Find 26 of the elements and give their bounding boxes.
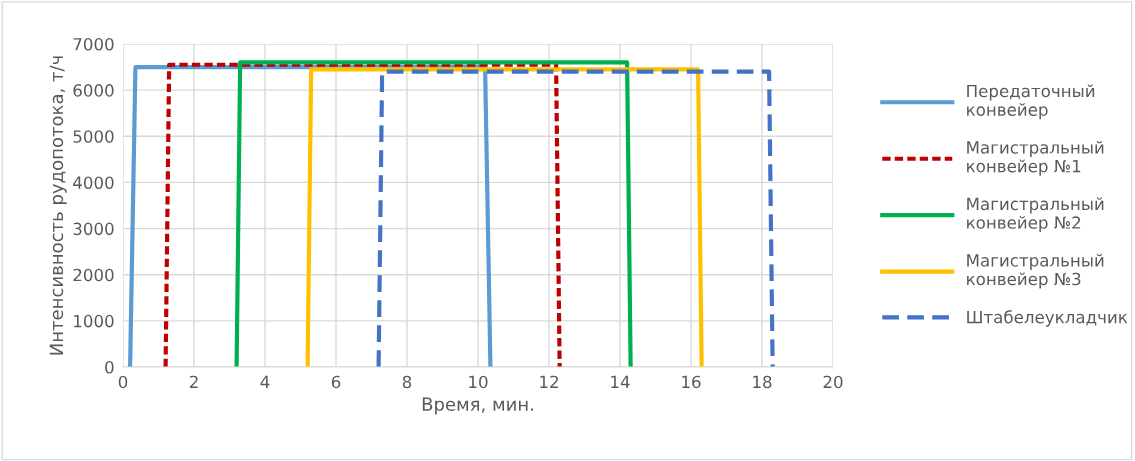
x-tick-label: 10 — [469, 375, 488, 389]
y-axis-title: Интенсивность рудопотока, т/ч — [49, 56, 67, 355]
y-tick-label: 0 — [105, 360, 114, 374]
x-axis-title: Время, мин. — [422, 397, 533, 415]
x-tick-label: 0 — [118, 375, 128, 389]
y-tick-label: 1000 — [74, 314, 114, 328]
x-tick-label: 6 — [331, 375, 341, 389]
legend-label: Магистральный конвейер №2 — [967, 197, 1104, 233]
y-tick-label: 5000 — [73, 130, 114, 143]
x-tick-label: 16 — [682, 375, 701, 389]
x-tick-label: 20 — [823, 375, 843, 389]
x-tick-label: 12 — [540, 375, 558, 388]
legend-label: Передаточный конвейер — [967, 84, 1095, 120]
x-tick-label: 18 — [753, 375, 772, 389]
y-tick-label: 7000 — [73, 37, 114, 51]
y-tick-label: 6000 — [73, 84, 114, 97]
legend-label: Магистральный конвейер №1 — [967, 140, 1104, 176]
x-tick-label: 2 — [189, 375, 198, 388]
y-tick-label: 4000 — [73, 176, 114, 189]
y-tick-label: 2000 — [73, 268, 114, 282]
legend-label: Штабелеукладчик — [967, 310, 1128, 327]
y-tick-label: 3000 — [73, 222, 114, 236]
x-tick-label: 8 — [402, 375, 412, 389]
x-tick-label: 14 — [611, 375, 630, 388]
x-tick-label: 4 — [260, 375, 270, 388]
legend-label: Магистральный конвейер №3 — [967, 253, 1104, 289]
